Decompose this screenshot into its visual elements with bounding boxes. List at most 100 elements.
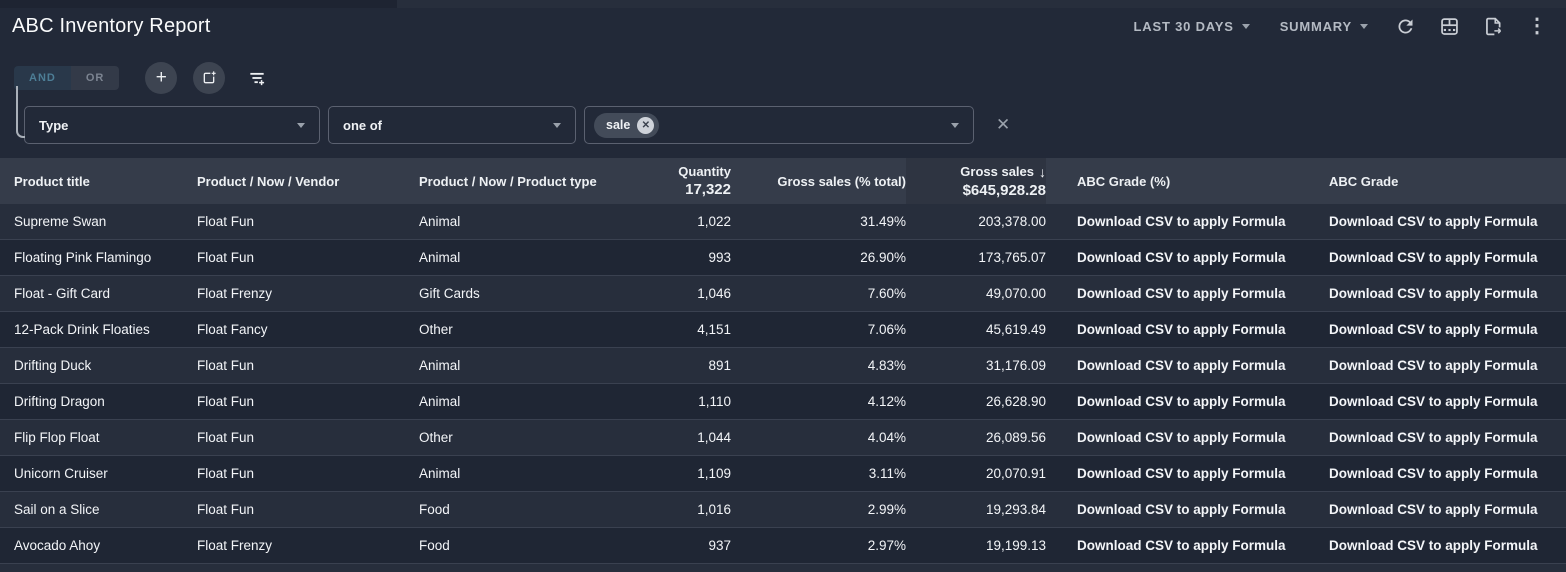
cell-abc-grade: Download CSV to apply Formula xyxy=(1329,358,1538,373)
partial-next-row xyxy=(0,564,1566,572)
cell-abc-grade-pct: Download CSV to apply Formula xyxy=(1077,394,1286,409)
table-row: Avocado Ahoy Float Frenzy Food 937 2.97%… xyxy=(0,528,1566,564)
remove-filter-row-button[interactable]: ✕ xyxy=(988,111,1018,139)
sort-desc-icon: ↓ xyxy=(1039,163,1046,180)
column-label: ABC Grade xyxy=(1329,173,1399,189)
column-header-gross-sales[interactable]: Gross sales ↓ $645,928.28 xyxy=(906,158,1046,204)
table-row: 12-Pack Drink Floaties Float Fancy Other… xyxy=(0,312,1566,348)
cell-vendor: Float Fun xyxy=(197,358,255,373)
cell-gross-sales: 203,378.00 xyxy=(978,214,1046,229)
cell-abc-grade-pct: Download CSV to apply Formula xyxy=(1077,286,1286,301)
export-button[interactable] xyxy=(1474,7,1512,45)
column-header-gross-sales-pct[interactable]: Gross sales (% total) xyxy=(731,158,906,204)
filter-operator-dropdown[interactable]: one of xyxy=(328,106,576,144)
cell-abc-grade: Download CSV to apply Formula xyxy=(1329,250,1538,265)
cell-quantity: 1,022 xyxy=(697,214,731,229)
cell-vendor: Float Fun xyxy=(197,502,255,517)
column-header-quantity[interactable]: Quantity 17,322 xyxy=(631,158,731,204)
cell-gross-sales-pct: 2.97% xyxy=(867,538,906,553)
table-row: Flip Flop Float Float Fun Other 1,044 4.… xyxy=(0,420,1566,456)
cell-product-type: Food xyxy=(419,502,450,517)
cell-product-type: Animal xyxy=(419,214,461,229)
logic-or-button[interactable]: OR xyxy=(70,66,120,90)
cell-gross-sales: 20,070.91 xyxy=(985,466,1046,481)
refresh-button[interactable] xyxy=(1386,7,1424,45)
column-header-abc-grade-pct[interactable]: ABC Grade (%) xyxy=(1046,158,1329,204)
cell-product-title: Floating Pink Flamingo xyxy=(14,250,152,265)
tab-strip-left xyxy=(0,0,397,8)
cell-abc-grade: Download CSV to apply Formula xyxy=(1329,286,1538,301)
date-range-selector[interactable]: LAST 30 DAYS xyxy=(1122,11,1262,42)
filter-section: AND OR + xyxy=(0,48,1566,158)
cell-gross-sales-pct: 3.11% xyxy=(868,466,906,481)
table-header-row: Product title Product / Now / Vendor Pro… xyxy=(0,158,1566,204)
table-view-button[interactable] xyxy=(1430,7,1468,45)
cell-abc-grade: Download CSV to apply Formula xyxy=(1329,214,1538,229)
column-header-product-title[interactable]: Product title xyxy=(0,158,183,204)
column-label: Gross sales (% total) xyxy=(777,173,906,189)
cell-quantity: 993 xyxy=(708,250,731,265)
more-menu-button[interactable]: ⋮ xyxy=(1518,7,1556,45)
cell-product-title: Supreme Swan xyxy=(14,214,107,229)
column-total: 17,322 xyxy=(685,181,731,198)
topbar-actions: LAST 30 DAYS SUMMARY xyxy=(1122,7,1556,45)
cell-vendor: Float Fun xyxy=(197,430,255,445)
cell-vendor: Float Fun xyxy=(197,394,255,409)
cell-quantity: 4,151 xyxy=(697,322,731,337)
cell-gross-sales: 26,089.56 xyxy=(985,430,1046,445)
cell-product-title: Sail on a Slice xyxy=(14,502,100,517)
cell-abc-grade: Download CSV to apply Formula xyxy=(1329,538,1538,553)
column-label: Product / Now / Vendor xyxy=(197,173,340,189)
table-body: Supreme Swan Float Fun Animal 1,022 31.4… xyxy=(0,204,1566,564)
column-total: $645,928.28 xyxy=(962,181,1046,199)
cell-gross-sales: 45,619.49 xyxy=(985,322,1046,337)
column-header-vendor[interactable]: Product / Now / Vendor xyxy=(183,158,405,204)
cell-product-title: Float - Gift Card xyxy=(14,286,111,301)
cell-vendor: Float Fun xyxy=(197,250,255,265)
cell-abc-grade: Download CSV to apply Formula xyxy=(1329,430,1538,445)
filter-field-value: Type xyxy=(39,117,69,133)
logic-and-button[interactable]: AND xyxy=(14,66,71,90)
cell-vendor: Float Frenzy xyxy=(197,538,273,553)
filter-row: Type one of sale ✕ ✕ xyxy=(24,106,1566,144)
close-icon: ✕ xyxy=(641,119,651,131)
view-mode-selector[interactable]: SUMMARY xyxy=(1268,11,1380,42)
chevron-down-icon xyxy=(951,122,959,128)
table-row: Drifting Dragon Float Fun Animal 1,110 4… xyxy=(0,384,1566,420)
chip-remove-button[interactable]: ✕ xyxy=(637,116,655,134)
cell-abc-grade-pct: Download CSV to apply Formula xyxy=(1077,214,1286,229)
column-header-abc-grade[interactable]: ABC Grade xyxy=(1329,158,1566,204)
filter-value-chip: sale ✕ xyxy=(594,112,660,138)
add-filter-group-button[interactable] xyxy=(193,62,226,94)
cell-gross-sales-pct: 26.90% xyxy=(860,250,906,265)
cell-product-title: Drifting Dragon xyxy=(14,394,105,409)
column-header-product-type[interactable]: Product / Now / Product type xyxy=(405,158,631,204)
cell-product-type: Animal xyxy=(419,394,461,409)
cell-gross-sales-pct: 4.83% xyxy=(867,358,906,373)
add-filter-button[interactable]: + xyxy=(145,62,178,94)
table-row: Unicorn Cruiser Float Fun Animal 1,109 3… xyxy=(0,456,1566,492)
cell-quantity: 1,046 xyxy=(697,286,731,301)
cell-product-type: Animal xyxy=(419,250,461,265)
cell-product-title: Avocado Ahoy xyxy=(14,538,101,553)
filter-plus-icon xyxy=(247,68,267,88)
cell-gross-sales: 19,199.13 xyxy=(985,538,1046,553)
top-bar: ABC Inventory Report LAST 30 DAYS SUMMAR… xyxy=(0,0,1566,48)
cell-abc-grade: Download CSV to apply Formula xyxy=(1329,322,1538,337)
table-icon xyxy=(1439,16,1460,37)
advanced-filter-button[interactable] xyxy=(241,62,273,94)
cell-product-title: Unicorn Cruiser xyxy=(14,466,108,481)
cell-gross-sales-pct: 7.06% xyxy=(867,322,906,337)
cell-gross-sales-pct: 31.49% xyxy=(860,214,906,229)
cell-product-type: Food xyxy=(419,538,450,553)
column-label: Gross sales xyxy=(960,164,1034,179)
table-row: Supreme Swan Float Fun Animal 1,022 31.4… xyxy=(0,204,1566,240)
cell-gross-sales-pct: 7.60% xyxy=(867,286,906,301)
filter-nesting-connector xyxy=(16,86,25,138)
cell-quantity: 1,016 xyxy=(697,502,731,517)
view-mode-label: SUMMARY xyxy=(1279,18,1352,34)
filter-values-dropdown[interactable]: sale ✕ xyxy=(584,106,974,144)
cell-gross-sales: 49,070.00 xyxy=(985,286,1046,301)
cell-quantity: 1,109 xyxy=(697,466,731,481)
filter-field-dropdown[interactable]: Type xyxy=(24,106,320,144)
